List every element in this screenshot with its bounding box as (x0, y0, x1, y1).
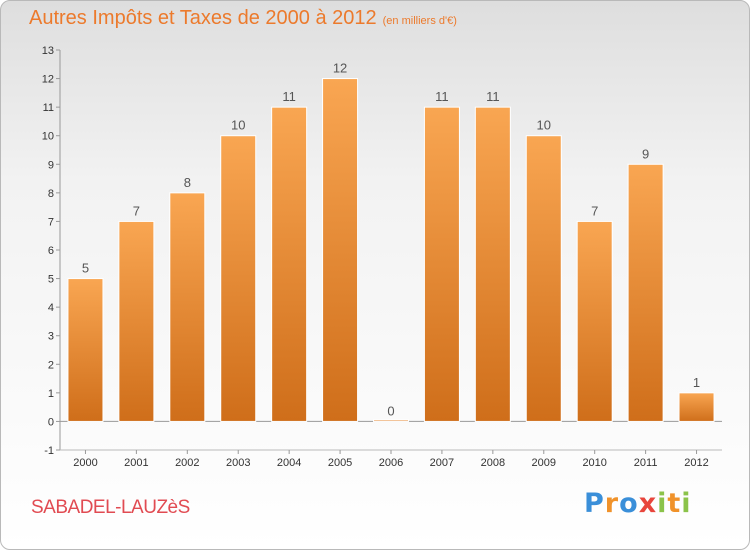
bars: 5 7 8 10 11 12 0 11 11 10 7 9 1 (67, 61, 715, 422)
data-label: 12 (333, 61, 347, 76)
x-tick-label: 2011 (634, 457, 658, 469)
logo-letter: o (619, 488, 639, 519)
y-tick-label: 6 (48, 245, 54, 257)
data-label: 5 (82, 261, 89, 276)
chart-title: Autres Impôts et Taxes de 2000 à 2012 (en… (29, 7, 457, 30)
place-name: SABADEL-LAUZèS (31, 497, 190, 518)
x-tick-label: 2006 (379, 457, 403, 469)
y-tick-label: 1 (48, 388, 54, 400)
x-tick-label: 2012 (684, 457, 708, 469)
data-label: 7 (591, 203, 598, 218)
x-tick-label: 2001 (124, 457, 148, 469)
data-label: 8 (184, 175, 191, 190)
x-tick-label: 2004 (277, 457, 301, 469)
data-label: 9 (642, 146, 649, 161)
data-label: 11 (435, 89, 449, 104)
bar (627, 163, 664, 422)
x-tick-label: 2005 (328, 457, 352, 469)
bar (373, 419, 409, 422)
bar (474, 106, 511, 422)
y-tick-label: 5 (48, 274, 54, 286)
x-tick-label: 2002 (175, 457, 199, 469)
y-tick-label: 12 (42, 74, 54, 86)
y-tick-label: 0 (48, 416, 54, 428)
logo-letter: t (667, 488, 682, 519)
x-tick-label: 2007 (430, 457, 454, 469)
y-tick-label: 10 (42, 131, 54, 143)
x-tick-label: 2010 (582, 457, 606, 469)
bar (220, 135, 257, 422)
y-tick-label: 7 (48, 216, 54, 228)
data-label: 0 (387, 403, 394, 418)
logo-letter: i (681, 488, 692, 519)
data-label: 11 (486, 89, 500, 104)
y-tick-label: 3 (48, 331, 54, 343)
logo-letter: P (584, 488, 605, 519)
bar (322, 78, 359, 422)
y-tick-label: 13 (42, 45, 54, 57)
y-tick-label: 8 (48, 188, 54, 200)
bar (169, 192, 206, 422)
data-label: 1 (693, 375, 700, 390)
x-tick-label: 2009 (532, 457, 556, 469)
y-tick-label: 9 (48, 159, 54, 171)
data-label: 7 (133, 203, 140, 218)
logo-letter: x (638, 488, 658, 519)
bar (678, 392, 715, 422)
y-tick-label: 4 (48, 302, 54, 314)
proxiti-logo: Proxiti (584, 488, 692, 519)
bar (67, 278, 104, 422)
data-label: 10 (537, 118, 551, 133)
title-text: Autres Impôts et Taxes de 2000 à 2012 (29, 7, 377, 29)
x-tick-label: 2003 (226, 457, 250, 469)
bar (576, 220, 613, 422)
y-tick-label: 2 (48, 359, 54, 371)
bar (271, 106, 308, 422)
bar (525, 135, 562, 422)
x-tick-label: 2008 (481, 457, 505, 469)
x-tick-label: 2000 (73, 457, 97, 469)
data-label: 10 (231, 118, 245, 133)
y-tick-label: 11 (43, 102, 54, 114)
logo-letter: r (604, 488, 620, 519)
bar (118, 220, 155, 422)
logo-letter: i (657, 488, 668, 519)
unit-label: (en milliers d'€) (382, 15, 457, 27)
bar (423, 106, 460, 422)
data-label: 11 (282, 89, 296, 104)
y-tick-label: -1 (44, 445, 54, 457)
